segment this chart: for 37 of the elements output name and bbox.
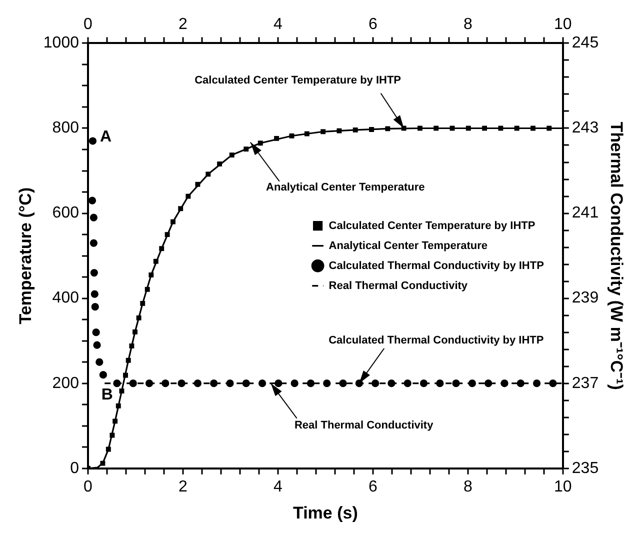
annotation: Analytical Center Temperature — [266, 181, 425, 194]
x-tick-label: 0 — [84, 478, 93, 496]
x2-tick-label: 6 — [368, 16, 378, 34]
annotation: B — [101, 386, 113, 404]
y-tick-label: 0 — [70, 460, 80, 477]
x2-tick-label: 4 — [274, 16, 283, 34]
x-tick-label: 2 — [178, 478, 188, 496]
x-axis-title: Time (s) — [293, 503, 358, 522]
y2-axis-title: Thermal Conductivity (W m⁻¹°C⁻¹) — [607, 122, 626, 390]
y2-tick-label: 241 — [572, 204, 599, 222]
annotation: Calculated Thermal Conductivity by IHTP — [328, 334, 544, 346]
y-axis-title: Temperature (°C) — [16, 187, 35, 324]
y-tick-label: 400 — [52, 290, 80, 307]
annotation: Calculated Center Temperature by IHTP — [194, 74, 402, 86]
x2-tick-label: 2 — [178, 16, 188, 34]
x2-tick-label: 8 — [463, 16, 472, 34]
x2-tick-label: 0 — [84, 16, 93, 34]
annotation: Real Thermal Conductivity — [294, 419, 434, 432]
y2-tick-label: 237 — [572, 374, 599, 392]
x-tick-label: 8 — [463, 478, 472, 496]
x-tick-label: 10 — [554, 478, 572, 496]
y2-tick-label: 243 — [572, 120, 599, 137]
x2-tick-label: 10 — [554, 16, 572, 34]
legend-label: Calculated Thermal Conductivity by IHTP — [328, 260, 544, 272]
legend-label: Calculated Center Temperature by IHTP — [328, 220, 536, 232]
y-tick-label: 600 — [52, 204, 80, 222]
y-tick-label: 200 — [52, 374, 80, 392]
y2-tick-label: 239 — [572, 290, 599, 307]
annotation: A — [100, 128, 112, 146]
y2-tick-label: 245 — [572, 34, 599, 52]
legend-label: Analytical Center Temperature — [328, 240, 488, 252]
y2-tick-label: 235 — [572, 460, 599, 477]
y-tick-label: 1000 — [43, 34, 80, 52]
y-tick-label: 800 — [52, 120, 80, 137]
legend-label: Real Thermal Conductivity — [328, 280, 468, 292]
x-tick-label: 6 — [368, 478, 378, 496]
x-tick-label: 4 — [274, 478, 283, 496]
